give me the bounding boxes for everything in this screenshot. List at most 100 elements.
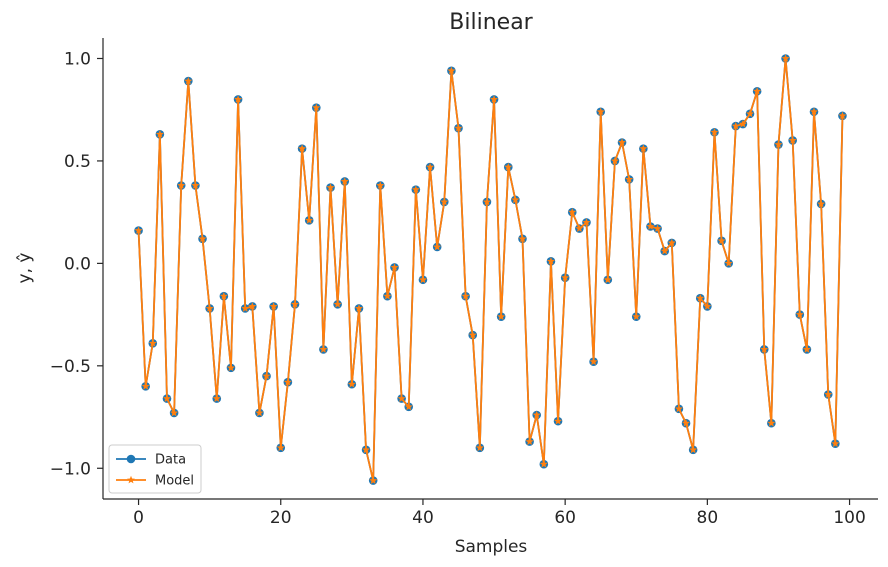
x-tick-label: 80 — [697, 508, 719, 528]
model-point — [781, 54, 790, 62]
model-point — [148, 339, 157, 347]
model-point — [596, 107, 605, 116]
model-point — [305, 216, 314, 224]
model-point — [582, 218, 591, 226]
model-point — [795, 310, 804, 318]
model-point — [170, 408, 179, 417]
model-point — [653, 224, 662, 232]
model-point — [646, 222, 655, 230]
model-point — [440, 197, 449, 206]
model-point — [191, 181, 200, 189]
model-point — [184, 76, 193, 85]
axes — [102, 38, 878, 500]
model-point — [468, 330, 477, 339]
model-point — [831, 439, 840, 448]
model-point — [219, 291, 228, 300]
model-point — [298, 144, 307, 153]
model-point — [682, 418, 691, 427]
legend: Data Model — [108, 444, 202, 494]
model-point — [390, 263, 399, 271]
model-point — [554, 416, 563, 425]
series-line-model — [137, 57, 844, 482]
model-point — [347, 380, 356, 388]
model-point — [404, 402, 413, 411]
model-point — [241, 304, 250, 312]
model-point — [411, 185, 420, 194]
legend-label: Data — [155, 453, 186, 468]
model-point — [525, 437, 534, 446]
model-point — [454, 123, 463, 132]
model-point — [660, 246, 669, 255]
model-point — [212, 394, 221, 402]
model-point — [696, 294, 705, 302]
model-point — [546, 257, 555, 265]
model-point — [134, 226, 143, 234]
y-axis-label: y, ŷ — [15, 253, 35, 284]
series-model — [134, 54, 847, 484]
model-point — [738, 119, 747, 128]
model-point — [283, 378, 292, 386]
model-point — [760, 345, 769, 353]
x-tick-label: 40 — [412, 508, 434, 528]
model-point — [689, 445, 698, 454]
model-point — [362, 445, 371, 454]
model-point — [475, 443, 484, 452]
series-layer — [134, 54, 847, 485]
model-point — [717, 236, 726, 245]
legend-marker — [127, 475, 135, 484]
model-point — [312, 103, 321, 112]
model-point — [838, 111, 847, 120]
model-point — [753, 87, 762, 95]
model-point — [276, 443, 285, 452]
model-point — [319, 345, 328, 353]
legend-item-model: Model — [116, 474, 194, 489]
model-point — [418, 275, 427, 284]
legend-label: Model — [155, 474, 194, 489]
y-tick-label: 0.5 — [64, 152, 91, 172]
model-point — [746, 109, 755, 118]
x-tick-label: 100 — [833, 508, 865, 528]
model-point — [433, 242, 442, 251]
x-tick-label: 0 — [133, 508, 144, 528]
y-tick-label: 1.0 — [64, 49, 91, 69]
model-point — [376, 181, 385, 189]
model-point — [639, 144, 648, 153]
model-point — [767, 418, 776, 427]
model-point — [383, 291, 392, 300]
model-point — [333, 300, 342, 308]
model-point — [262, 371, 271, 380]
model-point — [255, 408, 264, 417]
model-point — [504, 162, 513, 171]
model-point — [625, 175, 634, 183]
x-tick-label: 60 — [554, 508, 576, 528]
model-point — [674, 404, 683, 413]
x-tick-label: 20 — [270, 508, 292, 528]
model-point — [141, 382, 150, 390]
model-point — [369, 476, 378, 484]
model-point — [774, 140, 783, 148]
model-point — [511, 195, 520, 204]
model-point — [290, 300, 299, 308]
model-point — [731, 121, 740, 130]
model-point — [461, 291, 470, 300]
model-point — [603, 275, 612, 284]
model-point — [610, 156, 619, 165]
model-point — [269, 302, 278, 310]
chart-title: Bilinear — [449, 10, 533, 35]
model-point — [426, 162, 435, 171]
model-point — [326, 183, 335, 191]
model-point — [618, 138, 627, 146]
model-point — [724, 259, 733, 267]
model-point — [248, 302, 257, 310]
legend-item-data: Data — [116, 453, 186, 468]
model-point — [667, 238, 676, 247]
model-point — [490, 95, 499, 103]
model-point — [561, 273, 570, 282]
model-point — [703, 302, 712, 310]
model-point — [632, 312, 641, 321]
model-point — [788, 136, 797, 144]
model-point — [226, 363, 235, 372]
model-point — [817, 199, 826, 208]
y-ticks: −1.0 −0.5 0.0 0.5 1.0 — [50, 49, 103, 479]
model-point — [518, 234, 527, 243]
